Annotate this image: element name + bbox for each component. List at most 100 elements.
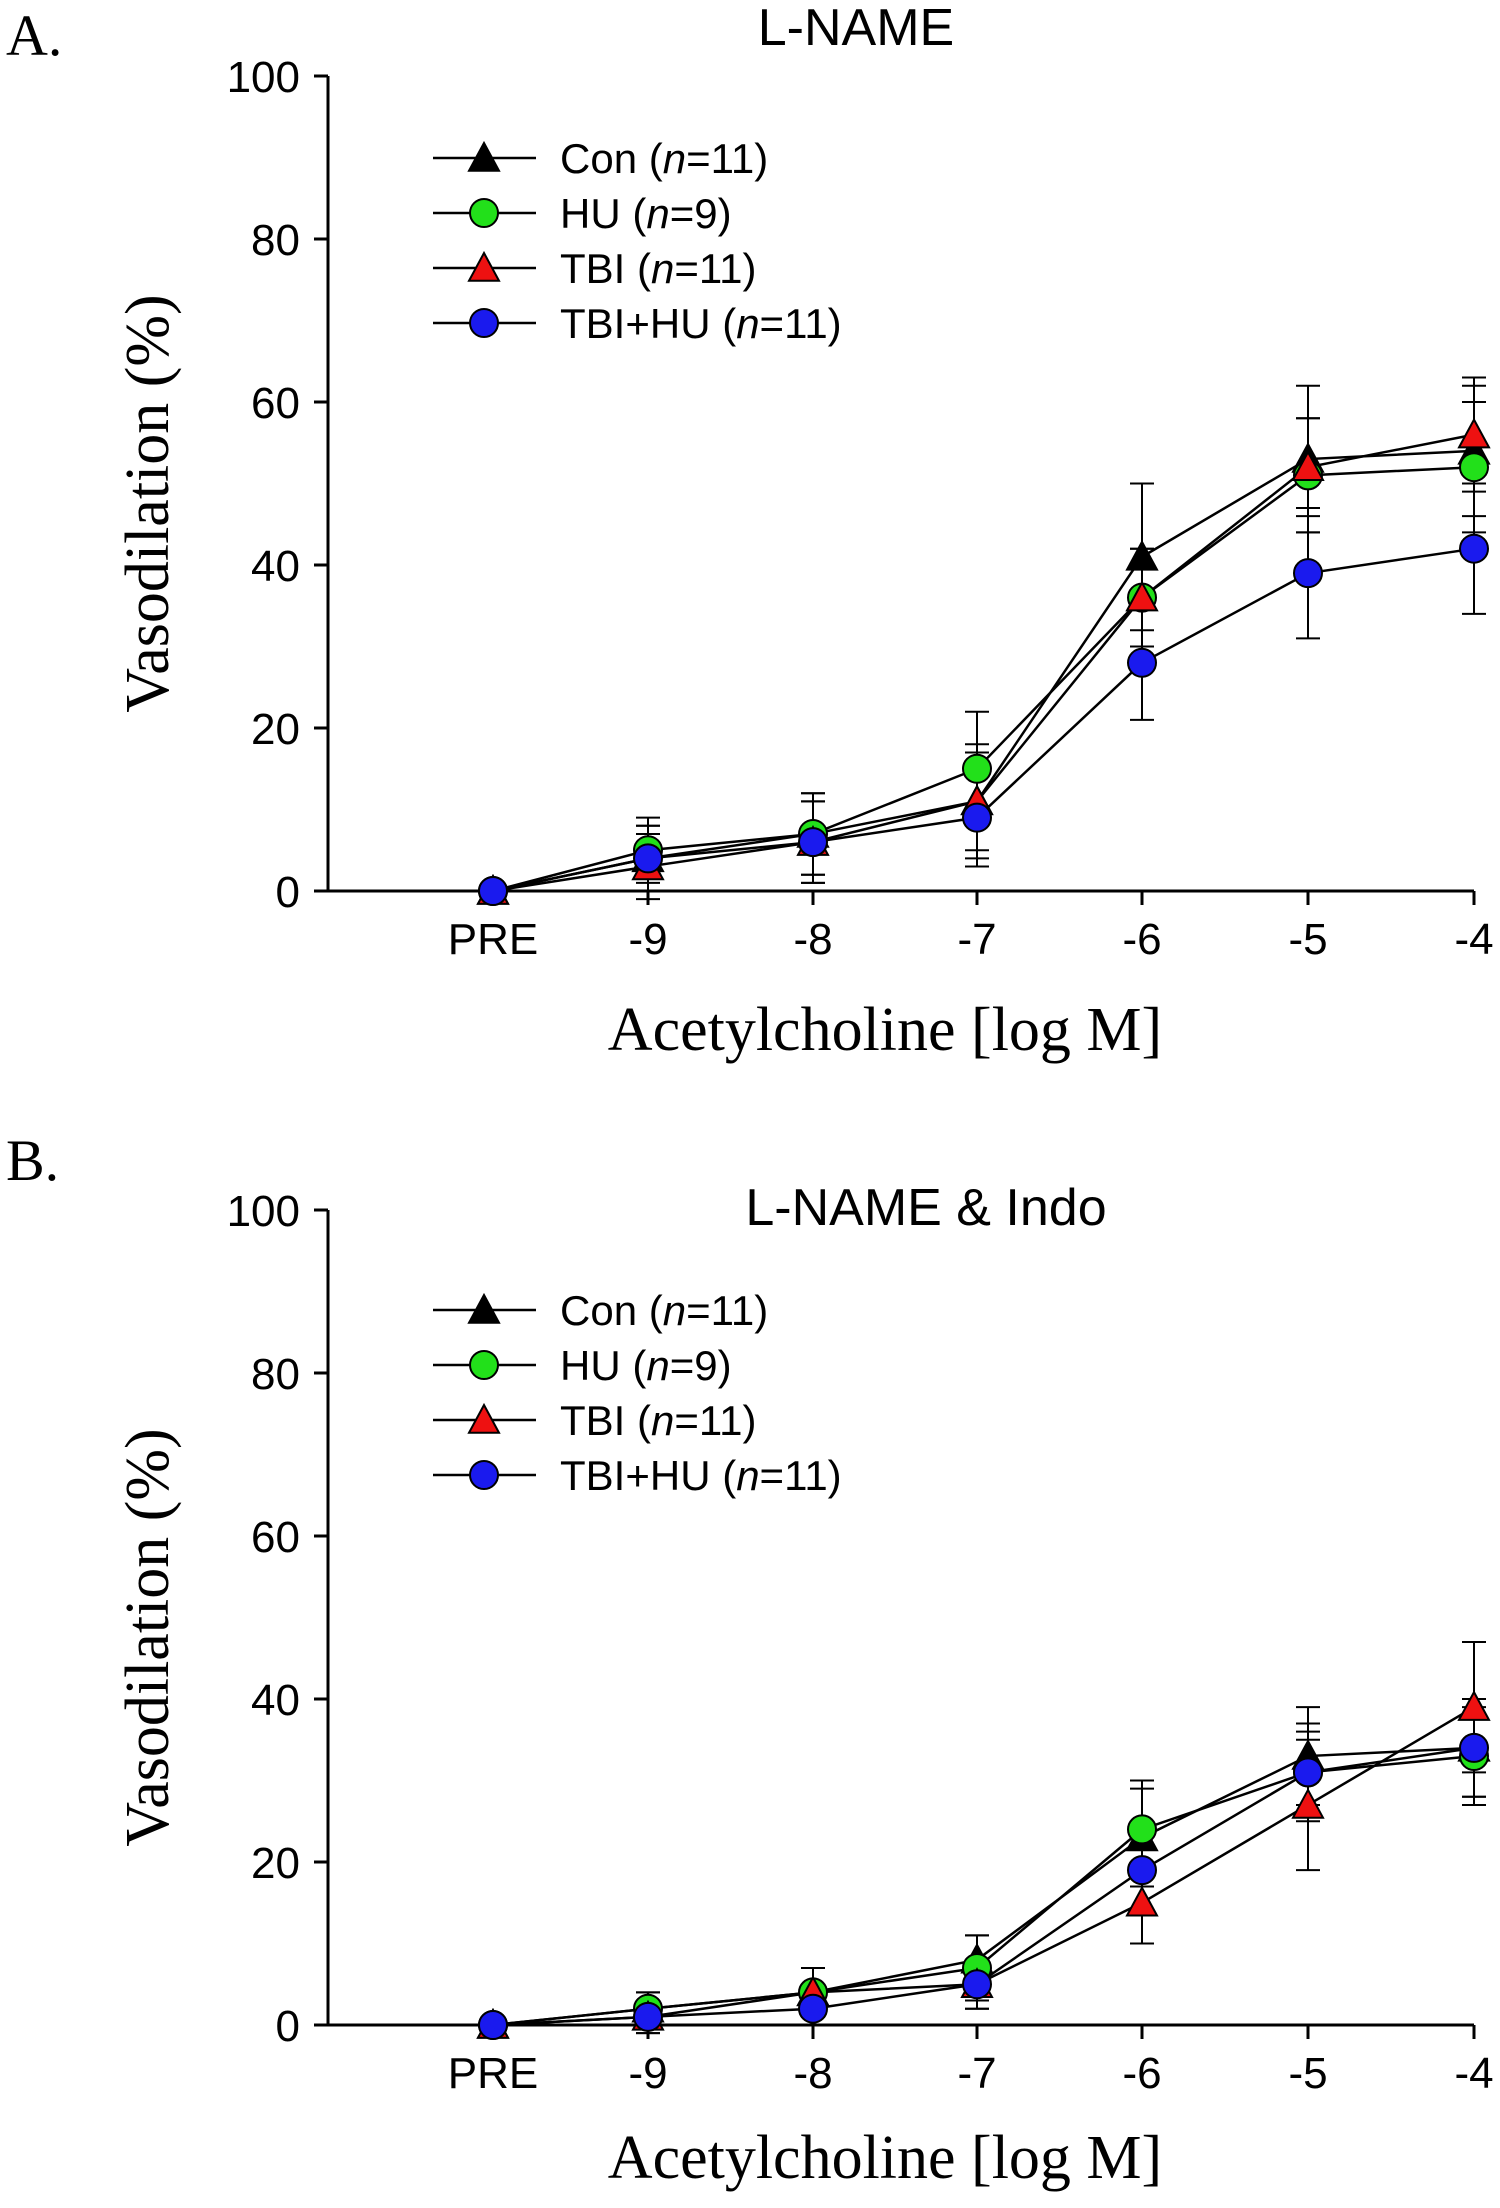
data-point-circle (1459, 533, 1489, 564)
data-point-circle (1127, 1814, 1157, 1845)
data-point-triangle (1291, 450, 1325, 481)
y-tick-label: 40 (251, 1676, 300, 1725)
legend-marker (469, 1350, 499, 1380)
y-tick-label: 80 (251, 216, 300, 265)
x-axis-label: Acetylcholine [log M] (608, 2124, 1162, 2192)
legend-marker (469, 198, 499, 228)
legend-entry: HU (n=9) (560, 1342, 732, 1389)
y-axis-label: Vasodilation (%) (114, 294, 182, 712)
legend-entry-suffix: =11) (760, 300, 842, 347)
panel-label: A. (6, 3, 62, 68)
legend-marker (469, 1460, 499, 1490)
data-point-circle (633, 843, 663, 874)
legend-entry: TBI+HU (n=11) (560, 300, 842, 347)
y-tick-label: 20 (251, 705, 300, 754)
data-point-circle (1127, 1855, 1157, 1886)
legend-entry-suffix: =9) (670, 1342, 732, 1389)
x-tick-label: -5 (1288, 2049, 1327, 2098)
data-point-triangle (1457, 417, 1491, 449)
data-point-triangle (1125, 580, 1159, 612)
data-point-triangle (1457, 1690, 1491, 1721)
chart-panel-a: A. L-NAME 0 20 40 60 80 100 PRE -9 -8 -7 -6 -5 -4 Acety… (6, 0, 1494, 1064)
y-tick-label: 100 (227, 1187, 300, 1236)
legend-entry-prefix: HU ( (560, 1342, 646, 1389)
chart-title: L-NAME & Indo (745, 1179, 1106, 1237)
x-tick-label: PRE (448, 915, 538, 964)
y-axis-label: Vasodilation (%) (114, 1428, 182, 1846)
legend-entry-italic: n (663, 135, 686, 182)
legend-entry-suffix: =11) (674, 1397, 756, 1444)
data-point-circle (962, 802, 992, 833)
x-tick-label: -7 (957, 2049, 996, 2098)
legend-entry-italic: n (736, 300, 759, 347)
x-tick-label: -4 (1454, 915, 1493, 964)
data-point-circle (1459, 452, 1489, 483)
legend-marker (467, 1402, 501, 1434)
x-tick-label: -9 (628, 915, 667, 964)
y-tick-label: 40 (251, 542, 300, 591)
legend-entry: Con (n=11) (560, 135, 768, 182)
data-point-circle (798, 1993, 828, 2024)
legend-entry-suffix: =11) (686, 135, 768, 182)
legend-entry-suffix: =11) (686, 1287, 768, 1334)
legend-entry-prefix: TBI ( (560, 1397, 651, 1444)
legend-entry: TBI+HU (n=11) (560, 1452, 842, 1499)
legend-entry-prefix: HU ( (560, 190, 646, 237)
x-tick-label: -9 (628, 2049, 667, 2098)
legend: Con (n=11)HU (n=9)TBI (n=11)TBI+HU (n=11… (433, 135, 842, 347)
y-tick-label: 100 (227, 53, 300, 102)
x-tick-label: PRE (448, 2049, 538, 2098)
legend-entry-italic: n (646, 1342, 669, 1389)
legend-entry: HU (n=9) (560, 190, 732, 237)
y-tick-label: 20 (251, 1839, 300, 1888)
legend-entry: TBI (n=11) (560, 245, 756, 292)
data-point-circle (478, 2010, 508, 2040)
data-point-circle (1127, 647, 1157, 678)
x-tick-label: -6 (1122, 2049, 1161, 2098)
legend-entry-italic: n (651, 245, 674, 292)
data-point-triangle (1125, 539, 1159, 571)
legend-entry-suffix: =9) (670, 190, 732, 237)
x-tick-label: -8 (793, 2049, 832, 2098)
legend-entry-prefix: Con ( (560, 1287, 663, 1334)
data-point-circle (1293, 558, 1323, 589)
x-tick-label: -7 (957, 915, 996, 964)
x-tick-label: -8 (793, 915, 832, 964)
data-point-triangle (1125, 1885, 1159, 1917)
legend-entry-suffix: =11) (674, 245, 756, 292)
legend-entry: Con (n=11) (560, 1287, 768, 1334)
y-tick-label: 0 (276, 2002, 300, 2051)
legend-marker (467, 1292, 501, 1324)
x-tick-label: -6 (1122, 915, 1161, 964)
y-tick-label: 60 (251, 379, 300, 428)
legend-entry-suffix: =11) (760, 1452, 842, 1499)
data-point-circle (633, 2001, 663, 2032)
chart-panel-b: B. L-NAME & Indo 0 20 40 60 80 100 PRE -9 -8 -7 -6 -5… (6, 1128, 1494, 2192)
panel-label: B. (6, 1128, 59, 1193)
chart-title: L-NAME (758, 0, 954, 57)
x-tick-label: -5 (1288, 915, 1327, 964)
legend-entry-italic: n (736, 1452, 759, 1499)
legend-entry-italic: n (663, 1287, 686, 1334)
legend-entry-prefix: TBI ( (560, 245, 651, 292)
legend-entry-prefix: Con ( (560, 135, 663, 182)
y-tick-label: 80 (251, 1350, 300, 1399)
legend-entry-prefix: TBI+HU ( (560, 300, 736, 347)
legend-entry-italic: n (646, 190, 669, 237)
y-tick-label: 60 (251, 1513, 300, 1562)
data-point-circle (962, 1969, 992, 2000)
data-point-triangle (1291, 1787, 1325, 1819)
data-point-circle (962, 753, 992, 784)
x-axis-label: Acetylcholine [log M] (608, 996, 1162, 1064)
legend-entry: TBI (n=11) (560, 1397, 756, 1444)
y-tick-label: 0 (276, 868, 300, 917)
legend-marker (469, 308, 499, 338)
data-point-circle (1459, 1732, 1489, 1763)
legend: Con (n=11)HU (n=9)TBI (n=11)TBI+HU (n=11… (433, 1287, 842, 1499)
data-point-circle (1293, 1757, 1323, 1788)
legend-entry-prefix: TBI+HU ( (560, 1452, 736, 1499)
legend-marker (467, 140, 501, 172)
legend-marker (467, 250, 501, 282)
x-tick-label: -4 (1454, 2049, 1493, 2098)
